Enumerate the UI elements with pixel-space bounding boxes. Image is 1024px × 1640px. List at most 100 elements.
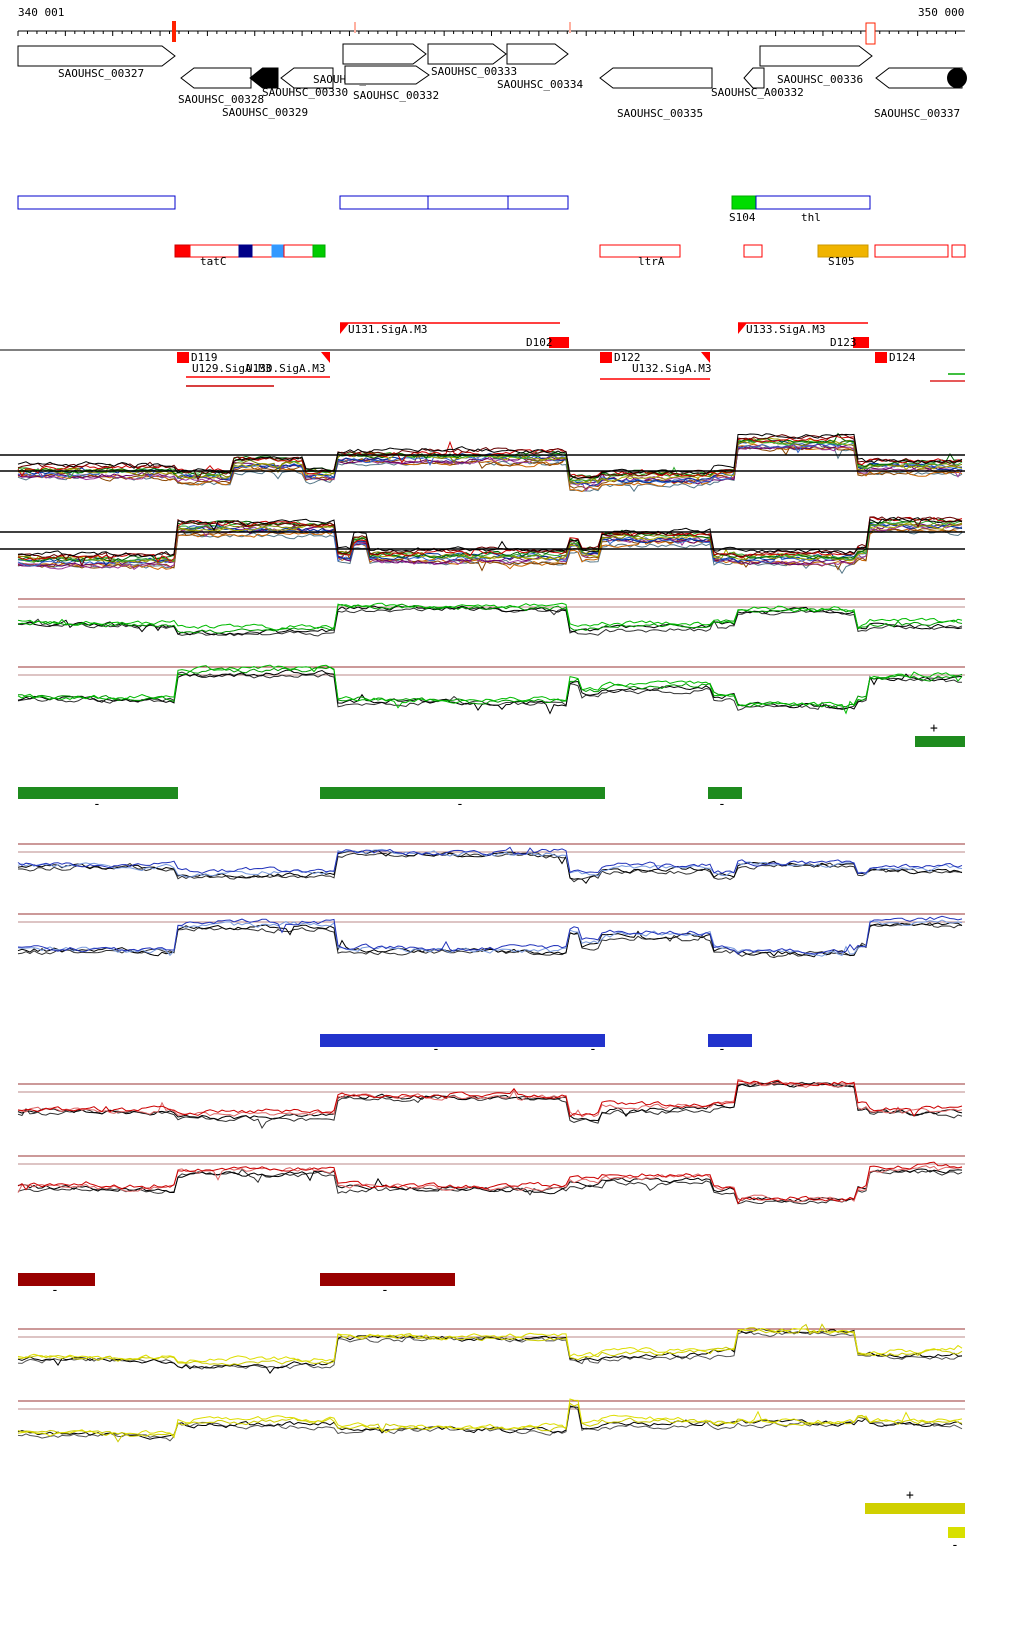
feature-box[interactable] <box>174 244 191 258</box>
strand-bar[interactable] <box>18 1273 95 1286</box>
strand-sign: - <box>456 797 464 812</box>
tss-label: U129.SigA.M3 <box>192 362 271 375</box>
operon-box[interactable] <box>731 195 757 210</box>
feature-box[interactable] <box>874 244 949 258</box>
feature-box[interactable] <box>271 244 285 258</box>
gene-label-SAOUHSC_00330: SAOUHSC_00330 <box>262 86 348 99</box>
tss-flag[interactable] <box>340 323 349 334</box>
ruler-mark <box>172 21 176 42</box>
tss-flag[interactable] <box>701 352 710 363</box>
gene-label-SAOUHSC_00333: SAOUHSC_00333 <box>431 65 517 78</box>
gene-arrow-SAOUHSC_00336[interactable] <box>759 45 873 67</box>
coverage-pair3-reverse-line <box>17 1165 963 1203</box>
gene-end-circle[interactable] <box>947 68 967 88</box>
coverage-pair2-forward-line <box>17 848 963 878</box>
gene-label-SAOUHSC_00335: SAOUHSC_00335 <box>617 107 703 120</box>
strand-bar[interactable] <box>18 787 178 799</box>
feature-box[interactable] <box>817 244 869 258</box>
gene-arrow-SAOUHSC_00331[interactable] <box>342 43 427 65</box>
tss-label: U132.SigA.M3 <box>632 362 711 375</box>
coverage-all-reverse-line <box>17 517 963 563</box>
coverage-pair4-forward-line <box>17 1323 963 1366</box>
coverage-all-forward-line <box>17 444 963 492</box>
gene-label-SAOUHSC_00334: SAOUHSC_00334 <box>497 78 583 91</box>
coverage-pair1-forward-line <box>17 603 963 634</box>
gene-label-SAOUHSC_00337: SAOUHSC_00337 <box>874 107 960 120</box>
terminator-box[interactable] <box>600 352 612 363</box>
terminator-box[interactable] <box>549 337 569 348</box>
coverage-all-forward-line <box>17 433 963 481</box>
gene-arrow-SAOUHSC_00330[interactable] <box>280 67 334 89</box>
coverage-pair3-reverse-line <box>17 1168 963 1203</box>
operon-box[interactable] <box>755 195 871 210</box>
coverage-pair1-reverse-line <box>17 664 963 715</box>
strand-bar[interactable] <box>708 1034 752 1047</box>
operon-box[interactable] <box>339 195 429 210</box>
strand-sign: - <box>589 1042 597 1057</box>
strand-bar[interactable] <box>320 787 605 799</box>
coverage-pair4-forward-line <box>17 1327 963 1364</box>
strand-bar[interactable] <box>708 787 742 799</box>
feature-box[interactable] <box>312 244 326 258</box>
feature-box[interactable] <box>743 244 763 258</box>
ruler-mark <box>354 22 356 33</box>
coverage-pair2-forward-line <box>17 846 963 875</box>
gene-arrow-SAOUHSC_00327[interactable] <box>17 45 176 67</box>
coverage-pair3-forward-line <box>17 1081 963 1130</box>
coverage-all-forward-line <box>17 446 963 490</box>
operon-label-S104: S104 <box>729 211 756 224</box>
strand-sign: + <box>906 1488 914 1503</box>
ruler-start-coordinate: 340 001 <box>18 6 65 19</box>
ruler-mark <box>865 22 876 45</box>
strand-sign: - <box>951 1538 959 1553</box>
coverage-pair2-reverse-line <box>17 919 963 957</box>
terminator-box[interactable] <box>177 352 189 363</box>
gene-label-SAOUHSC_00329: SAOUHSC_00329 <box>222 106 308 119</box>
tss-flag[interactable] <box>738 323 747 334</box>
feature-box[interactable] <box>238 244 253 258</box>
gene-label-SAOUHSC_A00332: SAOUHSC_A00332 <box>711 86 804 99</box>
coverage-pair3-forward-line <box>17 1080 963 1122</box>
terminator-box[interactable] <box>853 337 869 348</box>
strand-bar[interactable] <box>865 1503 965 1514</box>
coverage-pair2-forward-line <box>17 851 963 883</box>
strand-sign: - <box>381 1283 389 1298</box>
gene-arrow-SAOUHSC_00333[interactable] <box>427 43 507 65</box>
coverage-all-forward-line <box>17 433 963 479</box>
coverage-pair4-reverse-line <box>17 1398 963 1439</box>
gene-arrow-SAOUHSC_A00332[interactable] <box>743 67 765 89</box>
coverage-all-reverse-line <box>17 516 963 558</box>
tss-label: U131.SigA.M3 <box>348 323 427 336</box>
terminator-box[interactable] <box>875 352 887 363</box>
gene-label-SAOUHSC_00327: SAOUHSC_00327 <box>58 67 144 80</box>
gene-label-SAOUHSC_00328: SAOUHSC_00328 <box>178 93 264 106</box>
gene-arrow-SAOUHSC_00329[interactable] <box>249 67 279 89</box>
gene-arrow-SAOUHSC_00334[interactable] <box>506 43 569 65</box>
gene-arrow-SAOUHSC_00328[interactable] <box>180 67 252 89</box>
operon-box[interactable] <box>507 195 569 210</box>
coverage-pair1-forward-line <box>17 602 963 631</box>
strand-bar[interactable] <box>320 1273 455 1286</box>
coverage-all-forward-line <box>17 442 963 493</box>
tss-label: D122 <box>614 351 641 364</box>
strand-sign: - <box>93 797 101 812</box>
tss-label: D124 <box>889 351 916 364</box>
feature-label-ltrA: ltrA <box>638 255 665 268</box>
strand-bar[interactable] <box>915 736 965 747</box>
coverage-pair1-reverse-line <box>17 666 963 709</box>
feature-box[interactable] <box>599 244 681 258</box>
feature-box[interactable] <box>951 244 966 258</box>
feature-label-tatC: tatC <box>200 255 227 268</box>
gene-arrow-SAOUHSC_00335[interactable] <box>599 67 713 89</box>
feature-box[interactable] <box>283 244 315 258</box>
tss-label: D102 <box>526 336 553 349</box>
operon-box[interactable] <box>427 195 509 210</box>
strand-bar[interactable] <box>948 1527 965 1538</box>
gene-arrow-SAOUHSC_00332[interactable] <box>344 65 430 85</box>
operon-box[interactable] <box>17 195 176 210</box>
strand-bar[interactable] <box>320 1034 605 1047</box>
tss-flag[interactable] <box>321 352 330 363</box>
coverage-pair2-reverse-line <box>17 915 963 955</box>
tss-label: U130.SigA.M3 <box>246 362 325 375</box>
